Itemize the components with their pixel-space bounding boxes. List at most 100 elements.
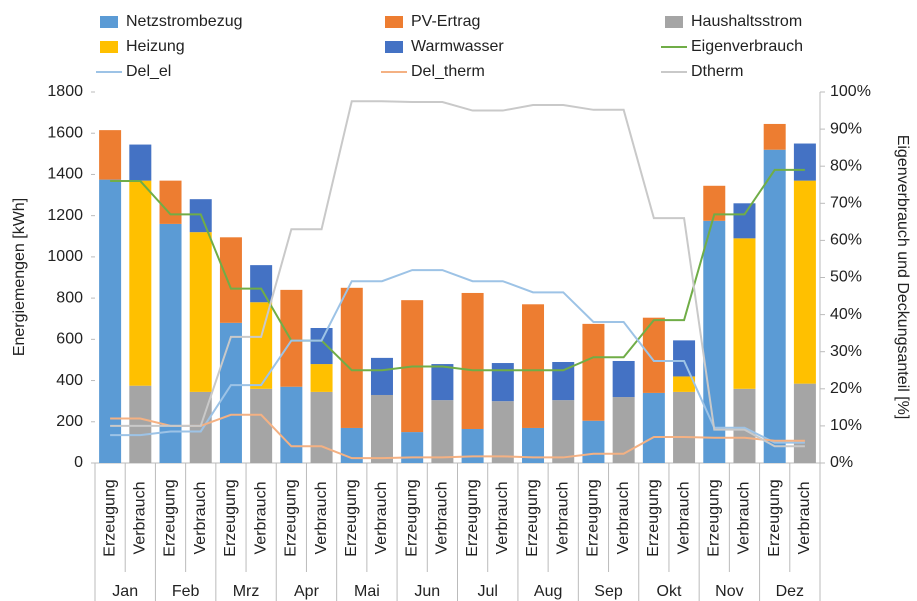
- y-tick-label: 1200: [47, 207, 83, 224]
- bar-segment: [250, 302, 273, 389]
- bar-segment: [763, 149, 786, 463]
- x-tick-label: Erzeugung: [403, 479, 420, 556]
- x-tick-label: Erzeugung: [464, 479, 481, 556]
- x-group-label: Mrz: [233, 583, 260, 600]
- x-tick-label: Verbrauch: [252, 482, 269, 555]
- y2-tick-label: 90%: [830, 120, 862, 137]
- bar-segment: [582, 420, 605, 463]
- y-tick-label: 200: [56, 413, 83, 430]
- x-group-label: Mai: [354, 583, 380, 600]
- legend-label: Netzstrombezug: [126, 13, 243, 30]
- bar-segment: [189, 232, 212, 392]
- legend-label: Del_el: [126, 63, 171, 80]
- x-group-label: Jul: [477, 583, 497, 600]
- x-group-label: Okt: [657, 583, 682, 600]
- legend-swatch: [385, 41, 403, 53]
- x-group-label: Nov: [715, 583, 743, 600]
- x-tick-label: Verbrauch: [434, 482, 451, 555]
- bar-segment: [129, 180, 152, 386]
- y-tick-label: 1000: [47, 248, 83, 265]
- x-tick-label: Verbrauch: [373, 482, 390, 555]
- x-tick-label: Verbrauch: [494, 482, 511, 555]
- bar-segment: [673, 376, 696, 392]
- line-series: [110, 413, 805, 460]
- bar-segment: [129, 144, 152, 181]
- y2-tick-label: 0%: [830, 454, 853, 471]
- y-tick-label: 1600: [47, 124, 83, 141]
- x-tick-label: Erzeugung: [705, 479, 722, 556]
- bar-segment: [733, 238, 756, 389]
- x-tick-label: Erzeugung: [162, 479, 179, 556]
- bar-segment: [673, 340, 696, 377]
- bar-segment: [159, 223, 182, 463]
- y2-axis-title: Eigenverbrauch und Deckungsanteil [%]: [894, 135, 911, 420]
- legend-swatch: [665, 16, 683, 28]
- bar-segment: [763, 123, 786, 150]
- x-tick-label: Verbrauch: [796, 482, 813, 555]
- bar-segment: [642, 317, 665, 393]
- x-tick-label: Erzeugung: [585, 479, 602, 556]
- x-tick-label: Erzeugung: [343, 479, 360, 556]
- y2-tick-label: 80%: [830, 157, 862, 174]
- bar-segment: [99, 179, 122, 463]
- line-series: [110, 168, 805, 372]
- bar-segment: [461, 428, 484, 463]
- y-tick-label: 1800: [47, 83, 83, 100]
- bar-segment: [99, 130, 122, 180]
- bar-segment: [219, 237, 242, 323]
- line-series: [110, 269, 805, 444]
- x-group-label: Apr: [294, 583, 320, 600]
- bar-segment: [642, 392, 665, 463]
- x-group-label: Dez: [776, 583, 804, 600]
- bar-segment: [703, 185, 726, 221]
- bar-segment: [522, 427, 545, 463]
- legend-swatch: [100, 16, 118, 28]
- bar-segment: [250, 388, 273, 463]
- bar-segment: [793, 180, 816, 384]
- bar-segment: [461, 292, 484, 429]
- bar-segment: [552, 400, 575, 463]
- bar-segment: [431, 364, 454, 401]
- x-group-label: Feb: [172, 583, 200, 600]
- bar-segment: [340, 427, 363, 463]
- y-tick-label: 0: [74, 454, 83, 471]
- bar-segment: [310, 364, 333, 392]
- y2-tick-label: 70%: [830, 195, 862, 212]
- bar-segment: [159, 180, 182, 224]
- bar-segment: [522, 304, 545, 428]
- legend-swatch: [385, 16, 403, 28]
- x-tick-label: Verbrauch: [192, 482, 209, 555]
- x-group-label: Jun: [414, 583, 440, 600]
- x-tick-label: Verbrauch: [313, 482, 330, 555]
- x-group-label: Jan: [112, 583, 138, 600]
- bar-segment: [491, 401, 514, 463]
- legend-label: Del_therm: [411, 63, 485, 80]
- bar-segment: [612, 397, 635, 463]
- y2-tick-label: 30%: [830, 343, 862, 360]
- bar-segment: [250, 265, 273, 303]
- x-group-label: Sep: [594, 583, 623, 600]
- y2-tick-label: 100%: [830, 83, 871, 100]
- bar-segment: [129, 385, 152, 463]
- x-tick-label: Erzeugung: [222, 479, 239, 556]
- x-tick-label: Erzeugung: [524, 479, 541, 556]
- y2-tick-label: 20%: [830, 380, 862, 397]
- bar-segment: [673, 391, 696, 463]
- x-tick-label: Erzeugung: [101, 479, 118, 556]
- y2-tick-label: 10%: [830, 417, 862, 434]
- bar-segment: [219, 322, 242, 463]
- x-tick-label: Verbrauch: [615, 482, 632, 555]
- x-tick-label: Erzeugung: [645, 479, 662, 556]
- x-tick-label: Verbrauch: [554, 482, 571, 555]
- legend-label: Dtherm: [691, 63, 743, 80]
- bar-segment: [733, 388, 756, 463]
- x-group-label: Aug: [534, 583, 562, 600]
- line-series: [110, 100, 805, 448]
- x-tick-label: Erzeugung: [766, 479, 783, 556]
- bar-segment: [733, 203, 756, 239]
- bar-segment: [582, 323, 605, 421]
- bar-segment: [280, 386, 303, 463]
- bar-segment: [340, 287, 363, 428]
- bar-segment: [703, 220, 726, 463]
